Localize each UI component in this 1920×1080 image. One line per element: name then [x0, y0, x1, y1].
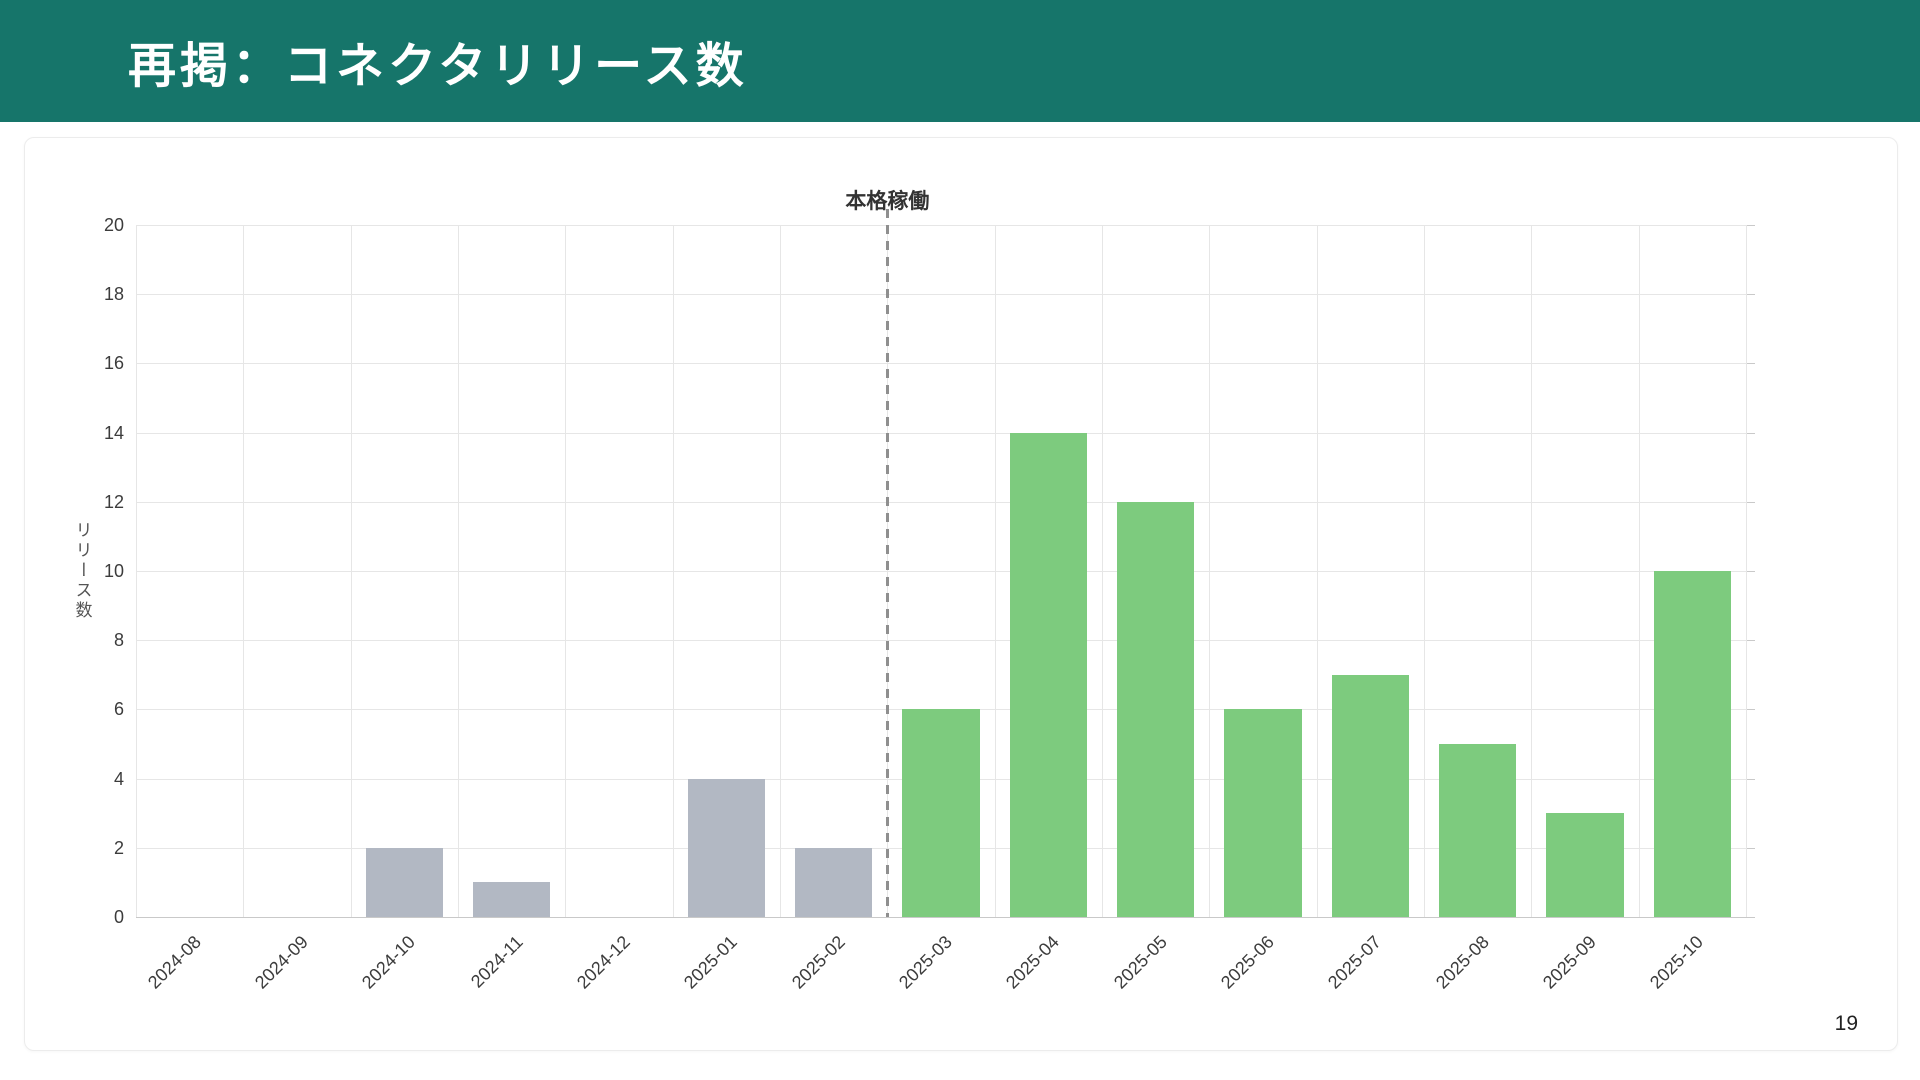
y-gridline	[136, 225, 1746, 226]
x-tick-label-2025-04: 2025-04	[1002, 931, 1064, 993]
x-tick-label-2025-07: 2025-07	[1324, 931, 1386, 993]
y-tick-label: 6	[113, 699, 124, 720]
bar-2025-01	[687, 778, 765, 917]
right-axis-tick	[1746, 847, 1755, 849]
x-tick-label-2024-10: 2024-10	[358, 931, 420, 993]
x-gridline	[1638, 225, 1640, 917]
right-axis-tick	[1746, 363, 1755, 365]
right-axis-tick	[1746, 571, 1755, 572]
x-gridline	[1746, 225, 1747, 917]
divider-line	[886, 209, 890, 917]
y-gridline	[136, 501, 1746, 503]
y-gridline	[136, 363, 1746, 365]
x-gridline	[994, 225, 996, 917]
y-tick-label: 20	[103, 215, 124, 235]
y-tick-label: 8	[113, 630, 124, 651]
y-tick-label: 14	[103, 422, 124, 443]
y-tick-label: 4	[113, 768, 124, 789]
y-tick-label: 0	[113, 907, 124, 927]
right-axis-tick	[1746, 640, 1755, 642]
y-gridline	[136, 432, 1746, 434]
chart-card: 本格稼働 リリース数 0 2 4 6 8 10 12 14 16 18 20 2024-08 2024-…	[24, 137, 1898, 1051]
x-gridline	[136, 225, 137, 917]
y-gridline	[136, 571, 1746, 572]
x-tick-label-2025-01: 2025-01	[680, 931, 742, 993]
bar-2025-04	[1009, 432, 1087, 917]
bar-2025-05	[1117, 501, 1195, 917]
bar-2025-06	[1224, 709, 1302, 917]
bar-2025-02	[795, 847, 873, 917]
x-gridline	[565, 225, 567, 917]
bar-2024-11	[473, 882, 551, 917]
bar-2025-03	[902, 709, 980, 917]
x-tick-label-2025-10: 2025-10	[1646, 931, 1708, 993]
bar-2024-10	[365, 847, 443, 917]
x-gridline	[243, 225, 245, 917]
divider-annotation: 本格稼働	[845, 190, 930, 213]
x-gridline	[672, 225, 674, 917]
x-gridline	[1102, 225, 1103, 917]
y-axis-title: リリース数	[72, 521, 92, 621]
right-axis-tick	[1746, 917, 1755, 918]
y-tick-label: 12	[103, 491, 124, 512]
bar-2025-08	[1439, 744, 1517, 917]
right-axis-tick	[1746, 501, 1755, 503]
right-axis-tick	[1746, 225, 1755, 226]
y-tick-label: 2	[113, 837, 124, 858]
right-axis-tick	[1746, 432, 1755, 434]
bar-2025-07	[1331, 674, 1409, 917]
x-gridline	[1316, 225, 1318, 917]
right-axis-tick	[1746, 709, 1755, 711]
y-tick-label: 10	[103, 561, 124, 581]
x-gridline	[1424, 225, 1425, 917]
right-axis-tick	[1746, 778, 1755, 780]
x-gridline	[458, 225, 459, 917]
y-gridline	[136, 640, 1746, 642]
x-gridline	[780, 225, 781, 917]
x-gridline	[1209, 225, 1211, 917]
slide-header: 再掲：コネクタリリース数	[0, 0, 1920, 122]
page-number: 19	[1834, 1012, 1858, 1035]
y-gridline	[136, 294, 1746, 296]
y-tick-label: 18	[103, 284, 124, 305]
x-gridline	[1531, 225, 1533, 917]
y-tick-label: 16	[103, 353, 124, 374]
slide-title: 再掲：コネクタリリース数	[128, 40, 748, 93]
bar-2025-10	[1653, 571, 1731, 917]
plot-area	[136, 209, 1755, 918]
x-gridline	[350, 225, 352, 917]
bar-2025-09	[1546, 813, 1624, 917]
right-axis-tick	[1746, 294, 1755, 296]
